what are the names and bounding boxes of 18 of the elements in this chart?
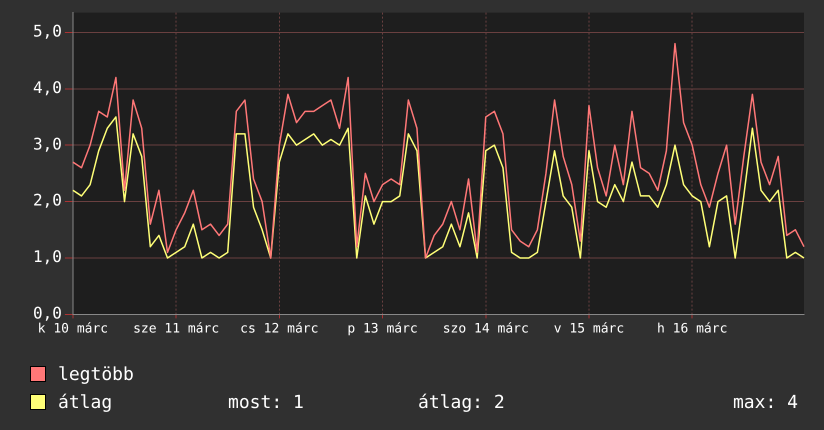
x-tick-label: v 15 márc — [554, 322, 624, 337]
y-tick-label: 5,0 — [32, 22, 62, 40]
text: átlag: 2 — [418, 392, 506, 412]
x-tick-label: k 10 márc — [38, 322, 108, 337]
x-tick-label: p 13 márc — [347, 322, 418, 337]
y-tick-label: 3,0 — [32, 134, 62, 154]
text: most: 1 — [228, 392, 305, 412]
y-tick-label: 4,0 — [32, 78, 62, 97]
y-tick-label: 0,0 — [32, 304, 62, 323]
legend-label: legtöbb — [58, 364, 135, 384]
x-tick-label: szo 14 márc — [442, 322, 529, 337]
y-tick-label: 1,0 — [32, 247, 62, 266]
text: max: 4 — [732, 392, 798, 412]
x-tick-label: cs 12 márc — [240, 322, 318, 337]
legend-label: átlag — [58, 392, 114, 412]
y-tick-label: 2,0 — [32, 190, 62, 210]
x-tick-label: h 16 márc — [656, 322, 728, 337]
x-tick-label: sze 11 márc — [133, 322, 220, 337]
